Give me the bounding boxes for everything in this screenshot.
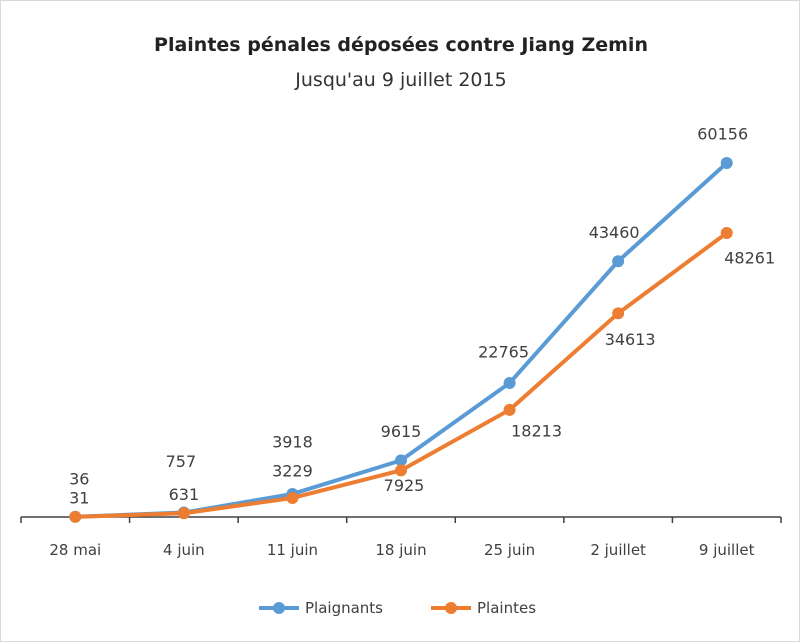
data-label: 757: [166, 452, 197, 471]
data-label: 631: [169, 485, 200, 504]
data-label: 34613: [605, 330, 656, 349]
series-group: 36 757 3918 9615 22765 43460 60156 31 631 3229 792…: [69, 125, 775, 523]
legend-marker: [273, 602, 285, 614]
legend: Plaignants Plaintes: [259, 599, 536, 617]
data-point: [395, 464, 407, 477]
x-tick-label: 4 juin: [163, 541, 205, 559]
x-tick-label: 28 mai: [49, 541, 101, 559]
data-label: 60156: [697, 125, 748, 144]
data-label: 7925: [384, 476, 425, 495]
x-axis: 28 mai 4 juin 11 juin 18 juin 25 juin 2 juill…: [20, 516, 782, 559]
x-tick-label: 11 juin: [267, 541, 318, 559]
data-label: 48261: [724, 248, 775, 267]
chart-subtitle: Jusqu'au 9 juillet 2015: [294, 69, 506, 91]
data-label: 3918: [272, 432, 313, 451]
data-point: [720, 226, 733, 239]
legend-label: Plaintes: [477, 599, 536, 617]
legend-marker: [445, 602, 457, 614]
x-tick-label: 25 juin: [484, 541, 535, 559]
data-label: 36: [69, 469, 89, 488]
series-plaintes: [69, 226, 733, 523]
data-point: [69, 510, 82, 523]
data-point: [286, 491, 299, 504]
data-label: 18213: [511, 421, 562, 440]
data-point: [612, 307, 625, 320]
x-tick-label: 9 juillet: [699, 541, 755, 559]
data-label: 3229: [272, 461, 313, 480]
legend-item-plaignants: Plaignants: [259, 599, 383, 617]
data-point: [612, 255, 625, 268]
x-tick-label: 2 juillet: [590, 541, 646, 559]
data-label: 22765: [478, 343, 529, 362]
legend-item-plaintes: Plaintes: [431, 599, 536, 617]
data-point: [177, 507, 190, 520]
data-label: 9615: [381, 422, 422, 441]
data-label: 43460: [589, 223, 640, 242]
data-point: [503, 403, 516, 416]
data-point: [503, 377, 516, 390]
data-point: [395, 454, 407, 467]
legend-label: Plaignants: [305, 599, 383, 617]
x-tick-label: 18 juin: [375, 541, 426, 559]
data-point: [720, 157, 733, 169]
data-label: 31: [69, 488, 89, 507]
chart-title: Plaintes pénales déposées contre Jiang Z…: [154, 34, 648, 56]
